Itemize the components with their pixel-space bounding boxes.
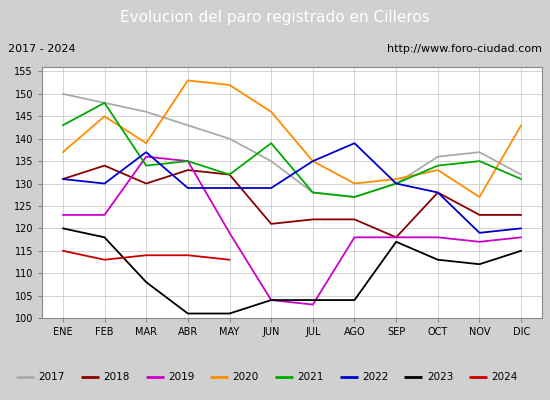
Text: 2023: 2023 — [427, 372, 453, 382]
Text: Evolucion del paro registrado en Cilleros: Evolucion del paro registrado en Cillero… — [120, 10, 430, 25]
Text: 2020: 2020 — [233, 372, 259, 382]
Text: http://www.foro-ciudad.com: http://www.foro-ciudad.com — [387, 44, 542, 54]
Text: 2022: 2022 — [362, 372, 388, 382]
Text: 2018: 2018 — [103, 372, 130, 382]
Text: 2019: 2019 — [168, 372, 195, 382]
Text: 2024: 2024 — [492, 372, 518, 382]
Text: 2021: 2021 — [298, 372, 324, 382]
Text: 2017: 2017 — [39, 372, 65, 382]
Text: 2017 - 2024: 2017 - 2024 — [8, 44, 76, 54]
